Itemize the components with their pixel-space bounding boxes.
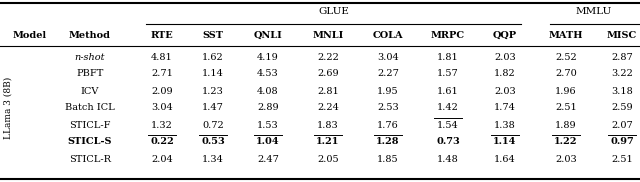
Text: 1.54: 1.54	[437, 120, 459, 130]
Text: MISC: MISC	[607, 31, 637, 39]
Text: 1.53: 1.53	[257, 120, 279, 130]
Text: MNLI: MNLI	[312, 31, 344, 39]
Text: MMLU: MMLU	[576, 7, 612, 17]
Text: STICL-F: STICL-F	[69, 120, 111, 130]
Text: 0.97: 0.97	[610, 137, 634, 147]
Text: 2.09: 2.09	[151, 86, 173, 96]
Text: 2.24: 2.24	[317, 104, 339, 112]
Text: RTE: RTE	[150, 31, 173, 39]
Text: 1.04: 1.04	[256, 137, 280, 147]
Text: 3.18: 3.18	[611, 86, 633, 96]
Text: QQP: QQP	[493, 31, 517, 39]
Text: 2.89: 2.89	[257, 104, 279, 112]
Text: 0.53: 0.53	[201, 137, 225, 147]
Text: 2.70: 2.70	[555, 70, 577, 78]
Text: 1.14: 1.14	[493, 137, 516, 147]
Text: 1.34: 1.34	[202, 155, 224, 163]
Text: 1.96: 1.96	[555, 86, 577, 96]
Text: 4.53: 4.53	[257, 70, 279, 78]
Text: 2.87: 2.87	[611, 52, 633, 62]
Text: 1.89: 1.89	[555, 120, 577, 130]
Text: 2.27: 2.27	[377, 70, 399, 78]
Text: 0.22: 0.22	[150, 137, 174, 147]
Text: QNLI: QNLI	[253, 31, 282, 39]
Text: 1.14: 1.14	[202, 70, 224, 78]
Text: 2.47: 2.47	[257, 155, 279, 163]
Text: MRPC: MRPC	[431, 31, 465, 39]
Text: STICL-S: STICL-S	[68, 137, 112, 147]
Text: 1.62: 1.62	[202, 52, 224, 62]
Text: 2.81: 2.81	[317, 86, 339, 96]
Text: 1.76: 1.76	[377, 120, 399, 130]
Text: Model: Model	[13, 31, 47, 39]
Text: 2.59: 2.59	[611, 104, 633, 112]
Text: 1.28: 1.28	[376, 137, 400, 147]
Text: 2.51: 2.51	[555, 104, 577, 112]
Text: 1.83: 1.83	[317, 120, 339, 130]
Text: 1.85: 1.85	[377, 155, 399, 163]
Text: 1.32: 1.32	[151, 120, 173, 130]
Text: ICV: ICV	[81, 86, 99, 96]
Text: 1.95: 1.95	[377, 86, 399, 96]
Text: 1.74: 1.74	[494, 104, 516, 112]
Text: Batch ICL: Batch ICL	[65, 104, 115, 112]
Text: 4.81: 4.81	[151, 52, 173, 62]
Text: 2.51: 2.51	[611, 155, 633, 163]
Text: 1.57: 1.57	[437, 70, 459, 78]
Text: 1.42: 1.42	[437, 104, 459, 112]
Text: 3.04: 3.04	[377, 52, 399, 62]
Text: 1.82: 1.82	[494, 70, 516, 78]
Text: 1.81: 1.81	[437, 52, 459, 62]
Text: 2.04: 2.04	[151, 155, 173, 163]
Text: PBFT: PBFT	[76, 70, 104, 78]
Text: 1.48: 1.48	[437, 155, 459, 163]
Text: 4.08: 4.08	[257, 86, 279, 96]
Text: n-shot: n-shot	[75, 52, 105, 62]
Text: 0.72: 0.72	[202, 120, 224, 130]
Text: LLama 3 (8B): LLama 3 (8B)	[3, 77, 12, 139]
Text: 2.69: 2.69	[317, 70, 339, 78]
Text: 1.47: 1.47	[202, 104, 224, 112]
Text: MATH: MATH	[548, 31, 583, 39]
Text: 1.38: 1.38	[494, 120, 516, 130]
Text: 2.03: 2.03	[555, 155, 577, 163]
Text: 2.52: 2.52	[555, 52, 577, 62]
Text: 2.07: 2.07	[611, 120, 633, 130]
Text: 2.53: 2.53	[377, 104, 399, 112]
Text: 1.64: 1.64	[494, 155, 516, 163]
Text: GLUE: GLUE	[318, 7, 349, 17]
Text: 2.71: 2.71	[151, 70, 173, 78]
Text: 1.22: 1.22	[554, 137, 578, 147]
Text: 2.03: 2.03	[494, 86, 516, 96]
Text: 3.04: 3.04	[151, 104, 173, 112]
Text: 4.19: 4.19	[257, 52, 279, 62]
Text: 1.61: 1.61	[437, 86, 459, 96]
Text: COLA: COLA	[372, 31, 403, 39]
Text: 1.23: 1.23	[202, 86, 224, 96]
Text: 2.05: 2.05	[317, 155, 339, 163]
Text: SST: SST	[202, 31, 223, 39]
Text: STICL-R: STICL-R	[69, 155, 111, 163]
Text: Method: Method	[69, 31, 111, 39]
Text: 3.22: 3.22	[611, 70, 633, 78]
Text: 2.22: 2.22	[317, 52, 339, 62]
Text: 1.21: 1.21	[316, 137, 340, 147]
Text: 0.73: 0.73	[436, 137, 460, 147]
Text: 2.03: 2.03	[494, 52, 516, 62]
